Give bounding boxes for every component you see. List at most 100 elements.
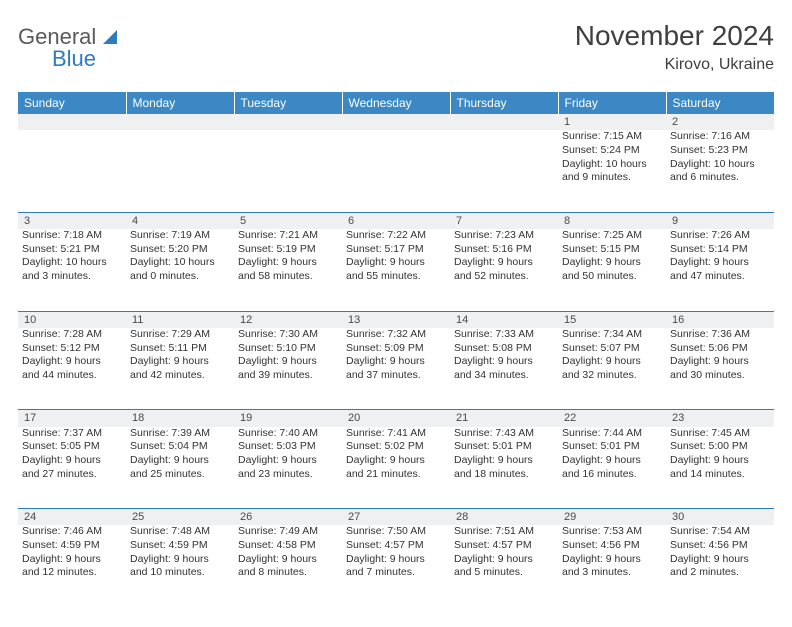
sunset-text: Sunset: 4:56 PM xyxy=(670,539,770,553)
daylight-text: Daylight: 9 hours xyxy=(454,355,554,369)
day-cell: Sunrise: 7:21 AMSunset: 5:19 PMDaylight:… xyxy=(234,229,342,311)
day-header-row: SundayMondayTuesdayWednesdayThursdayFrid… xyxy=(18,92,774,114)
header: General Blue November 2024 Kirovo, Ukrai… xyxy=(18,20,774,74)
sunrise-text: Sunrise: 7:48 AM xyxy=(130,525,230,539)
daynum-row: 12 xyxy=(18,114,774,130)
day-number-cell: 25 xyxy=(126,509,234,526)
daylight-text: and 42 minutes. xyxy=(130,369,230,383)
sunset-text: Sunset: 5:19 PM xyxy=(238,243,338,257)
sunset-text: Sunset: 5:01 PM xyxy=(562,440,662,454)
sunrise-text: Sunrise: 7:43 AM xyxy=(454,427,554,441)
daylight-text: Daylight: 9 hours xyxy=(346,355,446,369)
sunset-text: Sunset: 5:01 PM xyxy=(454,440,554,454)
daylight-text: Daylight: 9 hours xyxy=(670,553,770,567)
day-number-cell: 22 xyxy=(558,410,666,427)
sunrise-text: Sunrise: 7:28 AM xyxy=(22,328,122,342)
sunset-text: Sunset: 5:11 PM xyxy=(130,342,230,356)
sunset-text: Sunset: 5:02 PM xyxy=(346,440,446,454)
day-number-cell: 27 xyxy=(342,509,450,526)
day-cell: Sunrise: 7:44 AMSunset: 5:01 PMDaylight:… xyxy=(558,427,666,509)
daylight-text: Daylight: 9 hours xyxy=(238,256,338,270)
daynum-row: 17181920212223 xyxy=(18,410,774,427)
daylight-text: and 52 minutes. xyxy=(454,270,554,284)
sunset-text: Sunset: 5:05 PM xyxy=(22,440,122,454)
sunset-text: Sunset: 5:21 PM xyxy=(22,243,122,257)
daylight-text: and 9 minutes. xyxy=(562,171,662,185)
daylight-text: Daylight: 9 hours xyxy=(22,553,122,567)
sunset-text: Sunset: 5:09 PM xyxy=(346,342,446,356)
day-cell: Sunrise: 7:18 AMSunset: 5:21 PMDaylight:… xyxy=(18,229,126,311)
sunrise-text: Sunrise: 7:33 AM xyxy=(454,328,554,342)
day-number-cell: 1 xyxy=(558,114,666,130)
week-content-row: Sunrise: 7:37 AMSunset: 5:05 PMDaylight:… xyxy=(18,427,774,509)
daylight-text: and 30 minutes. xyxy=(670,369,770,383)
day-header: Wednesday xyxy=(342,92,450,114)
daylight-text: and 25 minutes. xyxy=(130,468,230,482)
sunrise-text: Sunrise: 7:40 AM xyxy=(238,427,338,441)
sunrise-text: Sunrise: 7:34 AM xyxy=(562,328,662,342)
day-header: Friday xyxy=(558,92,666,114)
daylight-text: Daylight: 9 hours xyxy=(670,355,770,369)
day-cell: Sunrise: 7:46 AMSunset: 4:59 PMDaylight:… xyxy=(18,525,126,607)
daylight-text: and 10 minutes. xyxy=(130,566,230,580)
day-cell: Sunrise: 7:28 AMSunset: 5:12 PMDaylight:… xyxy=(18,328,126,410)
month-title: November 2024 xyxy=(575,20,774,52)
daylight-text: Daylight: 10 hours xyxy=(130,256,230,270)
sunrise-text: Sunrise: 7:15 AM xyxy=(562,130,662,144)
day-cell: Sunrise: 7:40 AMSunset: 5:03 PMDaylight:… xyxy=(234,427,342,509)
daylight-text: Daylight: 9 hours xyxy=(562,355,662,369)
daylight-text: Daylight: 9 hours xyxy=(562,256,662,270)
logo-text-block: General Blue xyxy=(18,24,117,72)
daylight-text: Daylight: 9 hours xyxy=(454,553,554,567)
daylight-text: Daylight: 9 hours xyxy=(346,256,446,270)
day-number-cell: 7 xyxy=(450,212,558,229)
daylight-text: Daylight: 10 hours xyxy=(562,158,662,172)
sunrise-text: Sunrise: 7:32 AM xyxy=(346,328,446,342)
day-cell xyxy=(18,130,126,212)
daylight-text: and 3 minutes. xyxy=(562,566,662,580)
sunset-text: Sunset: 5:04 PM xyxy=(130,440,230,454)
day-cell: Sunrise: 7:23 AMSunset: 5:16 PMDaylight:… xyxy=(450,229,558,311)
sunrise-text: Sunrise: 7:29 AM xyxy=(130,328,230,342)
calendar-table: SundayMondayTuesdayWednesdayThursdayFrid… xyxy=(18,92,774,607)
day-number-cell: 17 xyxy=(18,410,126,427)
daylight-text: Daylight: 9 hours xyxy=(130,355,230,369)
day-cell: Sunrise: 7:34 AMSunset: 5:07 PMDaylight:… xyxy=(558,328,666,410)
daylight-text: and 6 minutes. xyxy=(670,171,770,185)
day-cell: Sunrise: 7:25 AMSunset: 5:15 PMDaylight:… xyxy=(558,229,666,311)
day-cell: Sunrise: 7:30 AMSunset: 5:10 PMDaylight:… xyxy=(234,328,342,410)
daylight-text: Daylight: 9 hours xyxy=(238,355,338,369)
sunset-text: Sunset: 4:57 PM xyxy=(346,539,446,553)
daylight-text: Daylight: 9 hours xyxy=(670,256,770,270)
week-content-row: Sunrise: 7:46 AMSunset: 4:59 PMDaylight:… xyxy=(18,525,774,607)
day-number-cell: 16 xyxy=(666,311,774,328)
day-cell: Sunrise: 7:22 AMSunset: 5:17 PMDaylight:… xyxy=(342,229,450,311)
daylight-text: and 21 minutes. xyxy=(346,468,446,482)
day-cell: Sunrise: 7:29 AMSunset: 5:11 PMDaylight:… xyxy=(126,328,234,410)
daylight-text: and 7 minutes. xyxy=(346,566,446,580)
daylight-text: and 44 minutes. xyxy=(22,369,122,383)
logo-triangle-icon xyxy=(103,30,117,44)
sunrise-text: Sunrise: 7:45 AM xyxy=(670,427,770,441)
sunset-text: Sunset: 5:10 PM xyxy=(238,342,338,356)
day-header: Thursday xyxy=(450,92,558,114)
day-number-cell: 20 xyxy=(342,410,450,427)
day-header: Monday xyxy=(126,92,234,114)
sunrise-text: Sunrise: 7:37 AM xyxy=(22,427,122,441)
daylight-text: and 55 minutes. xyxy=(346,270,446,284)
sunrise-text: Sunrise: 7:41 AM xyxy=(346,427,446,441)
title-block: November 2024 Kirovo, Ukraine xyxy=(575,20,774,74)
sunrise-text: Sunrise: 7:19 AM xyxy=(130,229,230,243)
day-number-cell: 3 xyxy=(18,212,126,229)
day-cell: Sunrise: 7:19 AMSunset: 5:20 PMDaylight:… xyxy=(126,229,234,311)
day-number-cell: 29 xyxy=(558,509,666,526)
sunset-text: Sunset: 5:15 PM xyxy=(562,243,662,257)
sunrise-text: Sunrise: 7:49 AM xyxy=(238,525,338,539)
day-number-cell: 14 xyxy=(450,311,558,328)
day-number-cell: 24 xyxy=(18,509,126,526)
sunset-text: Sunset: 5:24 PM xyxy=(562,144,662,158)
day-header: Sunday xyxy=(18,92,126,114)
day-number-cell: 30 xyxy=(666,509,774,526)
day-number-cell: 8 xyxy=(558,212,666,229)
day-number-cell xyxy=(126,114,234,130)
